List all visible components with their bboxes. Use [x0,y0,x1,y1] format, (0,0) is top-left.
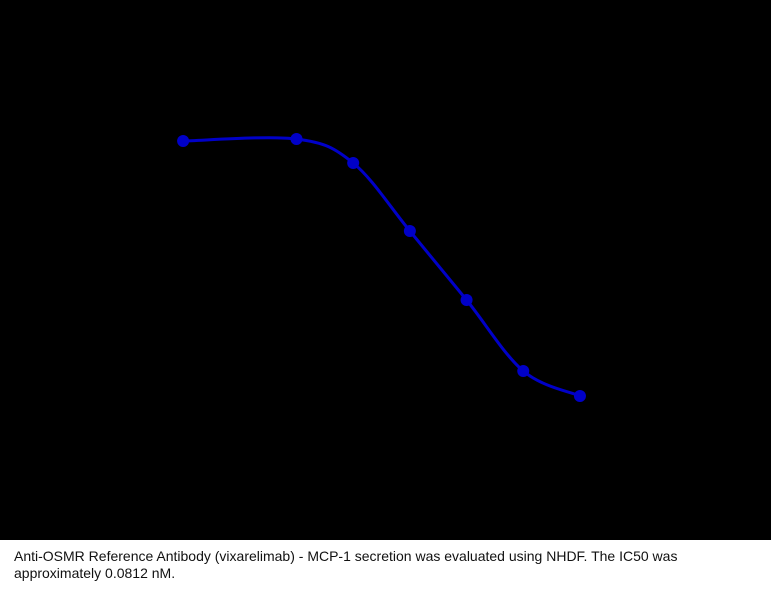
data-point [403,225,416,237]
data-point [517,365,530,377]
data-point [460,294,473,306]
data-point [573,390,586,402]
caption: Anti-OSMR Reference Antibody (vixarelima… [14,548,678,581]
data-point [347,157,360,169]
fit-curve [183,136,581,398]
caption-box: Anti-OSMR Reference Antibody (vixarelima… [0,540,771,594]
chart [0,0,771,540]
data-point [177,135,190,147]
data-point [290,133,303,145]
